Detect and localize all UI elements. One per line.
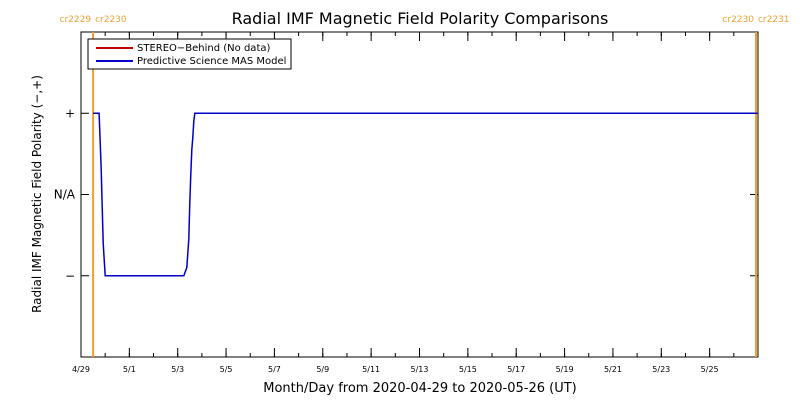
y-tick-label: N/A <box>54 188 76 202</box>
x-tick-label: 5/13 <box>411 365 429 374</box>
x-tick-label: 4/29 <box>72 365 90 374</box>
carrington-marker-label-right: cr2231 <box>758 15 790 25</box>
x-tick-label: 5/15 <box>459 365 477 374</box>
legend: STEREO−Behind (No data) Predictive Scien… <box>87 38 292 70</box>
x-tick-label: 5/25 <box>701 365 719 374</box>
y-axis-title: Radial IMF Magnetic Field Polarity (−,+) <box>30 75 44 313</box>
carrington-rotation-markers: cr2229 cr2230 cr2230 cr2231 <box>60 15 790 357</box>
x-axis-title: Month/Day from 2020-04-29 to 2020-05-26 … <box>263 381 576 396</box>
x-axis-ticks: 4/29 5/1 5/3 5/5 5/7 5/9 5/11 5/13 5/15 5/17 5/19 5… <box>72 32 759 374</box>
plot-area-frame <box>80 31 759 358</box>
carrington-marker-label-right: cr2230 <box>95 15 127 25</box>
chart-title: Radial IMF Magnetic Field Polarity Compa… <box>232 9 609 28</box>
x-tick-label: 5/17 <box>507 365 525 374</box>
x-tick-label: 5/1 <box>123 365 136 374</box>
x-tick-label: 5/3 <box>171 365 184 374</box>
carrington-marker-label-left: cr2230 <box>722 15 754 25</box>
series-layer <box>93 112 757 277</box>
legend-label-mas-model: Predictive Science MAS Model <box>137 56 286 67</box>
legend-label-stereo-behind: STEREO−Behind (No data) <box>137 43 270 54</box>
y-tick-label: − <box>65 269 75 283</box>
legend-box <box>87 38 292 70</box>
x-tick-label: 5/9 <box>316 365 329 374</box>
x-tick-label: 5/5 <box>220 365 233 374</box>
x-tick-label: 5/19 <box>556 365 574 374</box>
carrington-marker-label-left: cr2229 <box>60 15 92 25</box>
y-axis-ticks: + N/A − <box>54 106 758 283</box>
x-tick-label: 5/21 <box>604 365 622 374</box>
series-line-mas-model <box>93 112 757 277</box>
x-tick-label: 5/23 <box>652 365 670 374</box>
y-tick-label: + <box>65 106 75 120</box>
x-tick-label: 5/7 <box>268 365 281 374</box>
x-tick-label: 5/11 <box>362 365 380 374</box>
